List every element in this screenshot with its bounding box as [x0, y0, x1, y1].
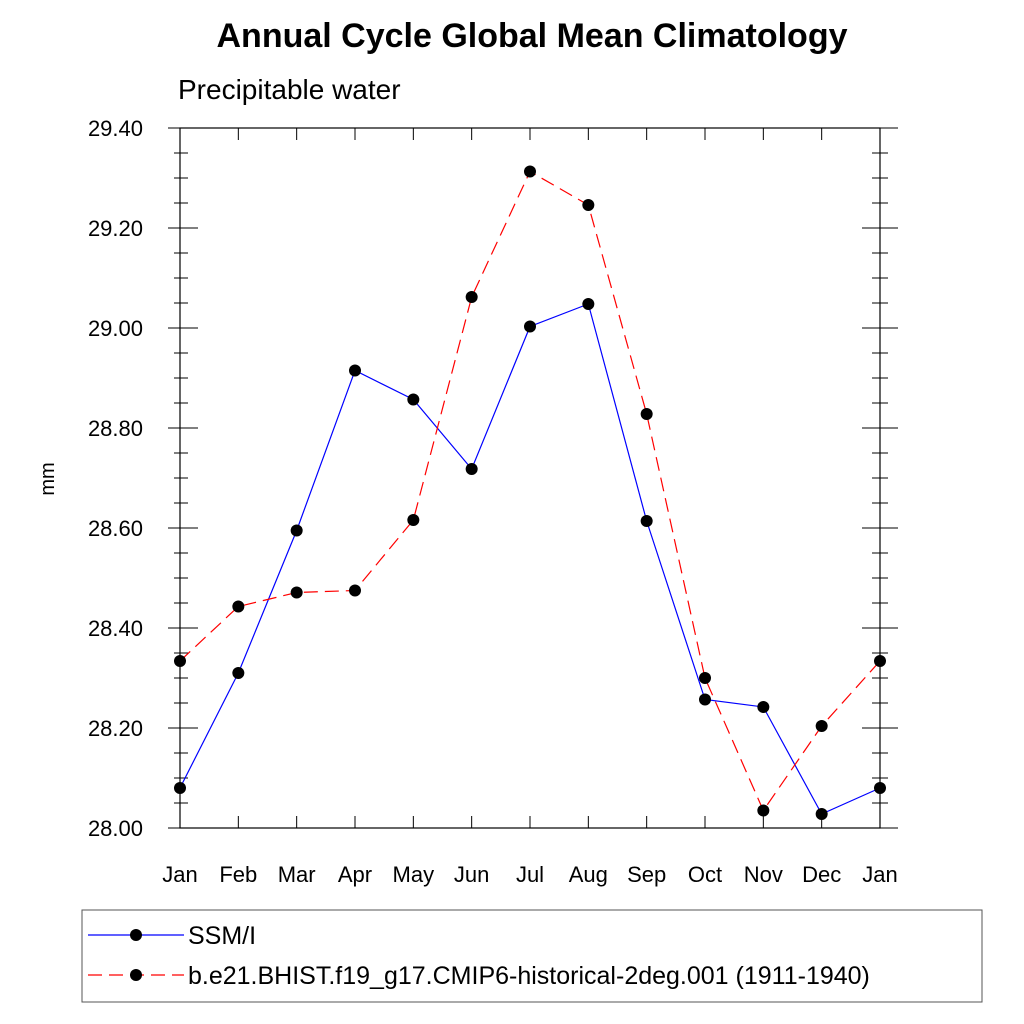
series-1-point [465, 463, 478, 475]
legend: SSM/I b.e21.BHIST.f19_g17.CMIP6-historica… [88, 922, 870, 990]
series-line-2 [179, 170, 881, 812]
x-tick-label: Sep [627, 862, 666, 887]
series-1-point [174, 782, 186, 794]
x-tick-label: Jul [516, 862, 544, 887]
x-tick-label: Aug [569, 862, 608, 887]
series-2-point [524, 165, 536, 178]
series-2-point [290, 586, 303, 599]
series-2-point [815, 720, 828, 732]
series-line-1 [179, 303, 881, 815]
y-tick-label: 29.40 [88, 116, 143, 141]
x-tick-label: Jan [862, 862, 897, 887]
x-tick-label: Jan [162, 862, 197, 887]
series-1-point [699, 693, 711, 706]
axis-ticks: Jan Feb Mar Apr May Jun Jul Aug Sep Oct Nov Dec Jan 2… [88, 116, 898, 887]
y-axis-label: mm [37, 462, 59, 495]
series-2-point [407, 514, 420, 526]
series-1-point [815, 808, 828, 820]
plot-frame [179, 127, 881, 829]
chart-title: Annual Cycle Global Mean Climatology [217, 17, 848, 55]
series-1-point [582, 298, 595, 310]
legend-box [81, 909, 983, 1003]
series-2-point [349, 584, 361, 597]
series-2-point [699, 672, 711, 684]
series-2-point [465, 291, 478, 303]
legend-marker-1 [130, 929, 142, 941]
series-2-point [582, 199, 595, 211]
legend-label-2: b.e21.BHIST.f19_g17.CMIP6-historical-2de… [188, 962, 870, 990]
legend-label-1: SSM/I [188, 922, 256, 950]
series-layer [174, 165, 886, 820]
series-1-point [874, 782, 886, 794]
series-1-point [349, 364, 361, 377]
series-2-point [640, 408, 653, 420]
x-tick-label: Dec [802, 862, 841, 887]
series-1-point [290, 524, 303, 537]
series-1-point [757, 701, 770, 713]
x-tick-label: Jun [454, 862, 489, 887]
x-tick-label: Mar [278, 862, 316, 887]
x-tick-label: Feb [219, 862, 257, 887]
y-tick-label: 28.20 [88, 716, 143, 741]
y-tick-label: 28.40 [88, 616, 143, 641]
y-tick-label: 28.80 [88, 416, 143, 441]
x-tick-label: Nov [744, 862, 783, 887]
series-2-point [174, 655, 186, 667]
series-2-point [232, 600, 245, 613]
series-1-point [407, 393, 420, 406]
series-1-point [232, 667, 245, 679]
series-2-point [874, 655, 886, 667]
y-tick-label: 28.00 [88, 816, 143, 841]
y-tick-label: 29.20 [88, 216, 143, 241]
chart-subtitle: Precipitable water [178, 74, 401, 105]
x-tick-label: Oct [688, 862, 722, 887]
y-tick-label: 28.60 [88, 516, 143, 541]
y-tick-label: 29.00 [88, 316, 143, 341]
series-1-point [640, 515, 653, 527]
series-2-point [757, 804, 770, 817]
series-1-point [524, 320, 536, 333]
x-tick-label: May [393, 862, 435, 887]
legend-marker-2 [130, 969, 142, 981]
x-tick-label: Apr [338, 862, 372, 887]
